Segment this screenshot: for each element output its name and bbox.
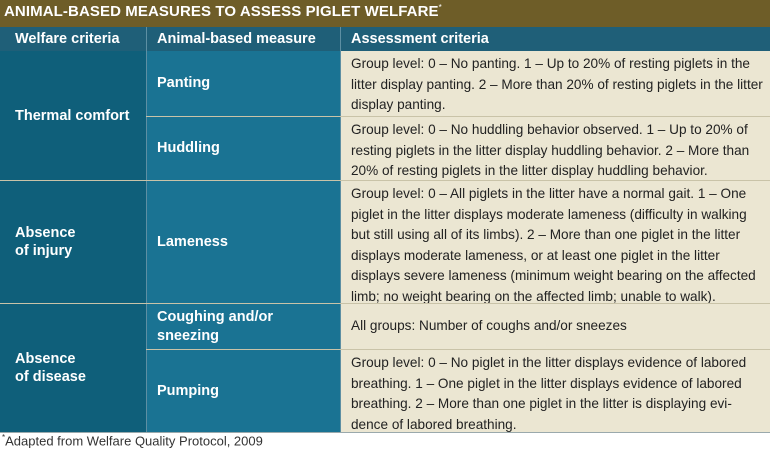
- row-divider: [146, 349, 770, 350]
- column-divider: [340, 27, 341, 432]
- criteria-cell-absence-of-disease: Absence of disease: [0, 304, 146, 432]
- footnote: *Adapted from Welfare Quality Protocol, …: [2, 433, 263, 448]
- measure-label: Lameness: [157, 233, 228, 250]
- row-divider: [0, 303, 770, 304]
- measure-label-line1: Coughing and/or: [157, 308, 273, 325]
- table-title: ANIMAL-BASED MEASURES TO ASSESS PIGLET W…: [0, 0, 770, 27]
- measure-label: Pumping: [157, 382, 220, 399]
- footnote-marker: *: [2, 433, 6, 442]
- measure-cell-coughing-sneezing: Coughing and/or sneezing: [146, 304, 340, 349]
- header-animal-based-measure: Animal-based measure: [157, 31, 316, 47]
- measure-label: Huddling: [157, 140, 220, 156]
- measure-cell-pumping: Pumping: [146, 350, 340, 432]
- criteria-label-line1: Absence: [15, 351, 76, 367]
- measure-cell-lameness: Lameness: [146, 181, 340, 303]
- criteria-label-line1: Absence: [15, 225, 76, 241]
- header-row: Welfare criteria Animal-based measure As…: [0, 27, 770, 51]
- criteria-cell-thermal-comfort: Thermal comfort: [0, 51, 146, 180]
- row-divider: [0, 180, 770, 181]
- assessment-cell-pumping: Group level: 0 – No piglet in the litter…: [340, 350, 770, 432]
- table-bottom-border: [0, 432, 770, 433]
- criteria-cell-absence-of-injury: Absence of injury: [0, 181, 146, 303]
- column-divider: [146, 27, 147, 432]
- criteria-label-line2: of disease: [15, 369, 86, 385]
- assessment-cell-panting: Group level: 0 – No panting. 1 – Up to 2…: [340, 51, 770, 116]
- measure-label: Panting: [157, 75, 211, 91]
- assessment-cell-coughing-sneezing: All groups: Number of coughs and/or snee…: [340, 304, 770, 349]
- assessment-cell-huddling: Group level: 0 – No huddling behavior ob…: [340, 117, 770, 180]
- title-footnote-marker: *: [438, 3, 442, 12]
- assessment-cell-lameness: Group level: 0 – All piglets in the litt…: [340, 181, 770, 304]
- header-welfare-criteria: Welfare criteria: [15, 31, 120, 47]
- measure-cell-panting: Panting: [146, 51, 340, 116]
- criteria-label-line2: of injury: [15, 243, 73, 259]
- criteria-label: Thermal comfort: [15, 107, 130, 124]
- measure-cell-huddling: Huddling: [146, 117, 340, 180]
- table-title-text: ANIMAL-BASED MEASURES TO ASSESS PIGLET W…: [4, 3, 439, 20]
- header-assessment-criteria: Assessment criteria: [351, 31, 489, 47]
- measure-label-line2: sneezing: [157, 327, 220, 344]
- footnote-text: Adapted from Welfare Quality Protocol, 2…: [5, 433, 263, 449]
- row-divider: [146, 116, 770, 117]
